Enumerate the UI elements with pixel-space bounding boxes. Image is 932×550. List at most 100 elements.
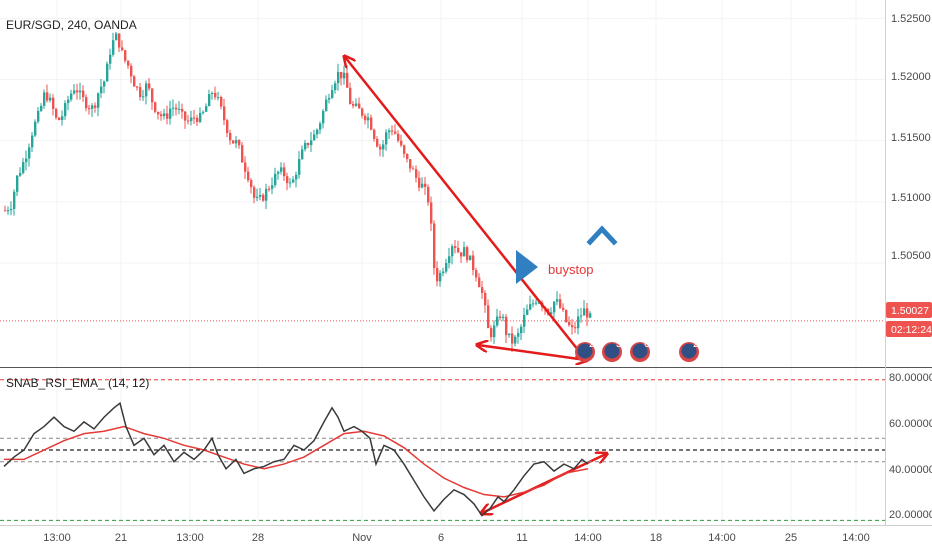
candle	[460, 252, 463, 263]
candle	[496, 308, 499, 328]
candle	[268, 185, 271, 192]
candle	[529, 295, 532, 311]
candle	[277, 170, 280, 180]
time-axis[interactable]: 13:00 21 13:00 28 Nov 6 11 14:00 18 14:0…	[43, 532, 870, 544]
candle	[58, 116, 61, 121]
candle	[565, 309, 568, 323]
candle	[145, 80, 148, 105]
chart-grid	[0, 0, 885, 525]
candle	[82, 85, 85, 102]
candle	[238, 139, 241, 149]
candle	[76, 83, 79, 100]
candle	[358, 97, 361, 109]
rsi-axis[interactable]: 80.00000 60.00000 40.00000 20.00000	[889, 372, 932, 521]
candle	[589, 311, 592, 319]
candle	[232, 140, 235, 144]
price-axis[interactable]: 1.52500 1.52000 1.51500 1.51000 1.50500 …	[886, 13, 932, 337]
candle	[466, 245, 469, 263]
drawing-layer[interactable]: buystop	[345, 57, 618, 513]
candle	[121, 40, 124, 52]
candle	[295, 171, 298, 188]
candle	[331, 84, 334, 99]
chevron-up-icon[interactable]	[586, 225, 618, 246]
candle	[391, 125, 394, 136]
candle	[103, 80, 106, 94]
candle	[241, 141, 244, 163]
candle	[559, 293, 562, 310]
candle	[298, 151, 301, 179]
candle	[13, 189, 16, 216]
candle	[19, 167, 22, 178]
candle	[208, 89, 211, 107]
buystop-label[interactable]: buystop	[548, 262, 594, 277]
time-tick-label: 14:00	[708, 532, 736, 544]
candle	[178, 101, 181, 115]
candle	[100, 79, 103, 99]
candle	[346, 65, 349, 88]
candle	[4, 205, 7, 212]
time-tick-label: Nov	[352, 532, 372, 544]
candle	[409, 159, 412, 173]
candle	[325, 95, 328, 112]
event-badge[interactable]: 6	[630, 338, 650, 362]
triangle-marker[interactable]	[516, 250, 538, 284]
candle	[481, 281, 484, 299]
candle	[67, 95, 70, 111]
candle	[337, 63, 340, 91]
candle	[385, 129, 388, 151]
candle	[262, 193, 265, 202]
candle	[220, 95, 223, 110]
candle	[394, 124, 397, 135]
candle	[553, 300, 556, 318]
rsi-tick-label: 80.00000	[889, 372, 932, 384]
candle	[202, 110, 205, 115]
indicator-label: SNAB_RSI_EMA_ (14, 12)	[6, 376, 149, 390]
candle	[175, 103, 178, 116]
rsi-divergence-arrow[interactable]	[482, 454, 606, 513]
candle	[91, 103, 94, 117]
price-pane[interactable]	[0, 32, 885, 352]
trend-arrow-downtrend[interactable]	[345, 57, 586, 360]
price-tick-label: 1.52000	[891, 71, 931, 83]
current-price-badge: 1.50027	[886, 302, 932, 318]
event-badge-count: 2	[693, 338, 699, 350]
bottom-arrow[interactable]	[478, 345, 586, 360]
rsi-line	[3, 401, 589, 517]
candle	[205, 103, 208, 113]
candle	[22, 157, 25, 175]
candle	[94, 102, 97, 113]
candle	[124, 49, 127, 64]
candle	[454, 240, 457, 254]
candle	[367, 112, 370, 129]
candle	[403, 144, 406, 158]
candle	[526, 304, 529, 316]
candle	[214, 86, 217, 100]
candle	[424, 176, 427, 195]
rsi-pane[interactable]	[0, 379, 885, 521]
rsi-level-lines	[0, 379, 885, 521]
event-badges[interactable]: 2 5 6 2	[575, 338, 699, 362]
candle	[448, 247, 451, 269]
candle	[16, 174, 19, 197]
candle	[97, 92, 100, 117]
candle	[172, 99, 175, 117]
candle	[28, 143, 31, 167]
event-badge[interactable]: 5	[602, 338, 622, 362]
candle	[349, 82, 352, 105]
event-badge[interactable]: 2	[679, 338, 699, 362]
candle	[244, 156, 247, 179]
time-tick-label: 25	[785, 532, 797, 544]
candle	[475, 267, 478, 282]
event-badge[interactable]: 2	[575, 338, 595, 362]
candle	[577, 308, 580, 335]
candle	[505, 314, 508, 343]
candle	[271, 177, 274, 195]
rsi-ema-line	[4, 425, 589, 498]
candle	[169, 100, 172, 125]
candle	[328, 93, 331, 104]
candle	[40, 103, 43, 113]
candle	[415, 165, 418, 183]
price-tick-label: 1.51500	[891, 132, 931, 144]
candlestick-series	[4, 32, 592, 352]
